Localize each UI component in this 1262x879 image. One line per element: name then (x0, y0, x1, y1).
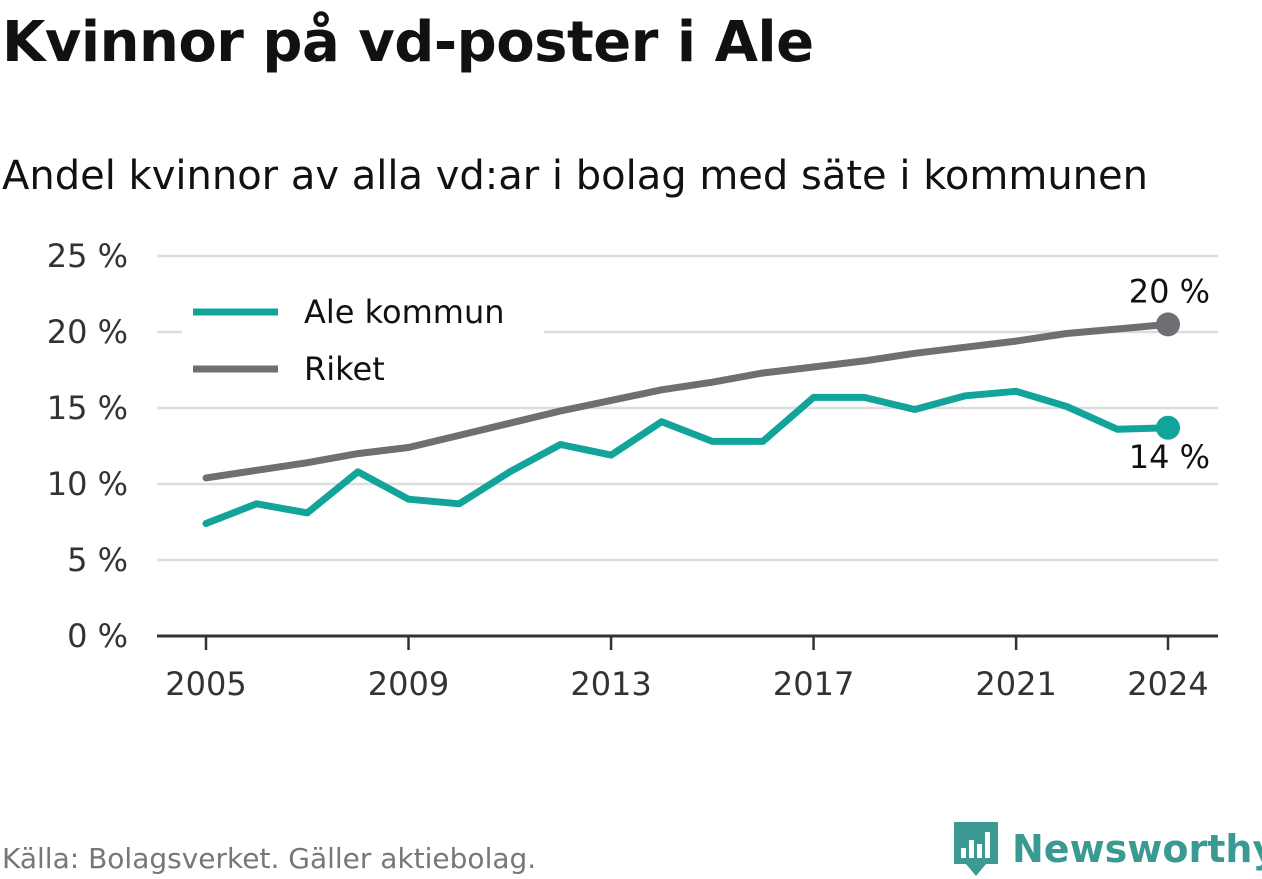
series-line-ale-kommun (202, 387, 1172, 527)
end-point-marker (1156, 312, 1180, 337)
source-note: Källa: Bolagsverket. Gäller aktiebolag. (2, 842, 537, 875)
brand-name: Newsworthy (1012, 827, 1262, 871)
y-tick-label: 0 % (67, 617, 128, 655)
x-tick-label: 2005 (165, 665, 246, 703)
y-tick-label: 20 % (47, 313, 128, 351)
x-axis: 2005 2009 2013 2017 2021 2024 (157, 634, 1218, 703)
y-tick-label: 10 % (47, 465, 128, 503)
series-lines (202, 312, 1180, 527)
legend-background (182, 282, 544, 400)
bar-chart-icon (954, 822, 998, 876)
legend: Ale kommun Riket (182, 282, 544, 400)
legend-label: Riket (304, 350, 385, 388)
legend-label: Ale kommun (304, 293, 505, 331)
chart-title: Kvinnor på vd-poster i Ale (2, 10, 814, 75)
series-line-riket (202, 320, 1172, 482)
x-tick-label: 2021 (975, 665, 1056, 703)
brand-logo: Newsworthy (952, 820, 1262, 878)
y-tick-label: 5 % (67, 541, 128, 579)
x-tick-label: 2013 (570, 665, 651, 703)
end-labels: 14 % 20 % (1129, 272, 1210, 475)
x-tick-label: 2024 (1127, 665, 1208, 703)
end-value-label: 14 % (1129, 438, 1210, 476)
end-point-marker (1156, 415, 1180, 440)
y-axis: 0 % 5 % 10 % 15 % 20 % 25 % (47, 237, 128, 655)
x-tick-label: 2009 (368, 665, 449, 703)
end-value-label: 20 % (1129, 272, 1210, 310)
y-tick-label: 15 % (47, 389, 128, 427)
x-tick-label: 2017 (773, 665, 854, 703)
y-tick-label: 25 % (47, 237, 128, 275)
chart-subtitle: Andel kvinnor av alla vd:ar i bolag med … (2, 153, 1148, 199)
